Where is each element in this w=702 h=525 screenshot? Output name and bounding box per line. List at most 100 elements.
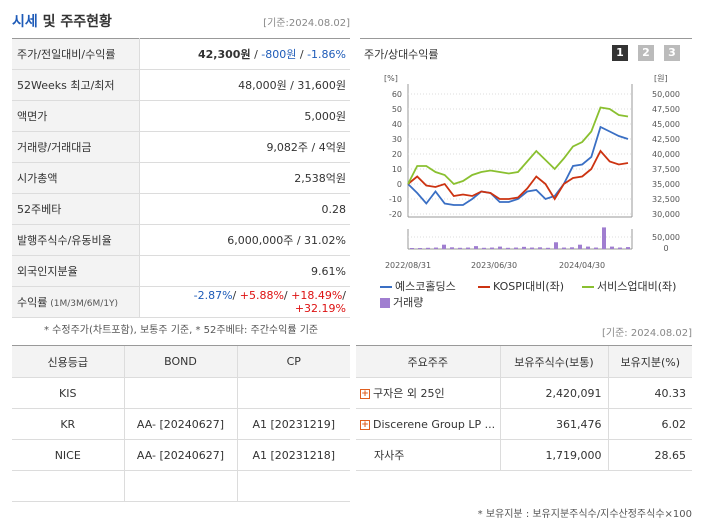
- table-row: NICE AA- [20240627] A1 [20231218]: [12, 439, 350, 471]
- row-value: 2,538억원: [139, 162, 350, 194]
- separator: /: [250, 48, 262, 61]
- volume-bar: [546, 247, 550, 249]
- row-value: 0.28: [139, 193, 350, 225]
- volume-bar: [602, 227, 606, 249]
- table-row: 자사주 1,719,000 28.65: [356, 439, 692, 471]
- percent-cell: 40.33: [607, 377, 692, 409]
- right-axis-unit: [원]: [654, 74, 668, 83]
- cp-cell: [236, 377, 350, 409]
- left-axis-unit: [%]: [384, 74, 398, 83]
- chart-period-button-2[interactable]: 2: [638, 45, 654, 61]
- chart-panel: 주가/상대수익률 1 2 3 [%] [원] 60 50 40 30 20 10 0 -10 -20…: [360, 38, 692, 316]
- table-header-row: 주요주주 보유주식수(보통) 보유지분(%): [356, 345, 692, 378]
- legend-label: 예스코홀딩스: [395, 280, 456, 293]
- price-value: 42,300원 / -800원 / -1.86%: [139, 38, 350, 70]
- chart-period-button-1[interactable]: 1: [612, 45, 628, 61]
- table-row: 주가/전일대비/수익률 42,300원 / -800원 / -1.86%: [12, 38, 350, 70]
- separator: /: [296, 48, 308, 61]
- expand-plus-icon[interactable]: +: [360, 419, 370, 430]
- table-row: 수익률 (1M/3M/6M/1Y) -2.87%/ +5.88%/ +18.49…: [12, 286, 350, 318]
- left-tick-label: -20: [389, 210, 402, 219]
- separator: /: [283, 289, 292, 302]
- separator: /: [342, 289, 346, 302]
- volume-bar: [562, 247, 566, 249]
- volume-bar: [506, 247, 510, 249]
- table-row: 52주베타 0.28: [12, 193, 350, 225]
- volume-bar: [514, 247, 518, 249]
- right-tick-label: 35,000: [652, 180, 680, 189]
- chart-period-button-3[interactable]: 3: [664, 45, 680, 61]
- holder-name: 구자은 외 25인: [373, 387, 445, 400]
- table-row: [12, 470, 350, 502]
- column-header: BOND: [123, 345, 237, 378]
- legend-swatch: [478, 286, 490, 288]
- table-row: 거래량/거래대금 9,082주 / 4억원: [12, 131, 350, 163]
- volume-bar: [618, 247, 622, 249]
- volume-bar: [554, 242, 558, 249]
- volume-bar: [426, 247, 430, 249]
- table-row: + 구자은 외 25인 2,420,091 40.33: [356, 377, 692, 409]
- volume-bar: [522, 246, 526, 249]
- returns-period-label: (1M/3M/6M/1Y): [47, 299, 119, 309]
- table-row: 발행주식수/유동비율 6,000,000주 / 31.02%: [12, 224, 350, 256]
- legend-swatch: [380, 298, 390, 308]
- row-value: 9.61%: [139, 255, 350, 287]
- column-header: 주요주주: [356, 345, 500, 378]
- right-tick-label: 45,000: [652, 120, 680, 129]
- legend-item-stock: 예스코홀딩스: [380, 278, 456, 294]
- axis-labels: [%] [원] 60 50 40 30 20 10 0 -10 -20 50,000 47,500 45,…: [384, 74, 680, 270]
- returns-label: 수익률: [17, 296, 48, 309]
- stock-chart: [%] [원] 60 50 40 30 20 10 0 -10 -20 50,000 47,500 45,…: [384, 74, 680, 270]
- bond-cell: [123, 470, 237, 502]
- chart-title: 주가/상대수익률: [364, 48, 439, 61]
- row-label: 52Weeks 최고/최저: [12, 69, 140, 101]
- volume-bar: [418, 248, 422, 249]
- left-tick-label: 50: [392, 105, 402, 114]
- legend-swatch: [380, 286, 392, 288]
- table-row: 외국인지분율 9.61%: [12, 255, 350, 287]
- column-header: 보유지분(%): [607, 345, 692, 378]
- volume-bar: [434, 247, 438, 249]
- right-tick-label: 30,000: [652, 210, 680, 219]
- column-header: 신용등급: [12, 345, 124, 378]
- return-1y: +32.19%: [294, 302, 346, 315]
- price-rate: -1.86%: [307, 48, 346, 61]
- row-value: 48,000원 / 31,600원: [139, 69, 350, 101]
- left-tick-label: -10: [389, 195, 402, 204]
- agency-cell: KR: [12, 408, 124, 440]
- x-tick-label: 2024/04/30: [559, 261, 605, 270]
- legend-label: KOSPI대비(좌): [493, 280, 565, 293]
- volume-bar: [490, 247, 494, 249]
- volume-bar: [626, 247, 630, 249]
- holder-name: 자사주: [374, 449, 405, 462]
- volume-tick-label: 0: [663, 244, 668, 253]
- title-holders: 및 주주현황: [37, 14, 112, 30]
- volume-bar: [578, 244, 582, 249]
- volume-bar: [610, 246, 614, 249]
- volume-bar: [410, 248, 414, 249]
- row-label: 52주베타: [12, 193, 140, 225]
- left-tick-label: 60: [392, 90, 402, 99]
- legend-label: 거래량: [393, 296, 424, 309]
- holder-name-cell[interactable]: + Discerene Group LP ...: [356, 408, 500, 440]
- agency-cell: [12, 470, 124, 502]
- price-change: -800원: [261, 48, 297, 61]
- volume-bars: [410, 227, 630, 249]
- holder-name-cell[interactable]: + 구자은 외 25인: [356, 377, 500, 409]
- separator: /: [232, 289, 240, 302]
- section-header: 시세 및 주주현황 [기준:2024.08.02]: [12, 8, 350, 30]
- left-tick-label: 40: [392, 120, 402, 129]
- row-value: 5,000원: [139, 100, 350, 132]
- table-row: KR AA- [20240627] A1 [20231219]: [12, 408, 350, 440]
- table-row: 시가총액 2,538억원: [12, 162, 350, 194]
- table-row: 액면가 5,000원: [12, 100, 350, 132]
- holder-footnote: * 보유지분 : 보유지분주식수/지수산정주식수×100: [477, 509, 692, 520]
- cp-cell: A1 [20231218]: [236, 439, 350, 471]
- legend-item-kospi: KOSPI대비(좌): [478, 278, 564, 294]
- expand-plus-icon[interactable]: +: [360, 389, 370, 399]
- agency-cell: KIS: [12, 377, 124, 409]
- shares-cell: 2,420,091: [499, 377, 608, 409]
- row-value: 6,000,000주 / 31.02%: [139, 224, 350, 256]
- volume-bar: [482, 247, 486, 249]
- table-header-row: 신용등급 BOND CP: [12, 345, 350, 378]
